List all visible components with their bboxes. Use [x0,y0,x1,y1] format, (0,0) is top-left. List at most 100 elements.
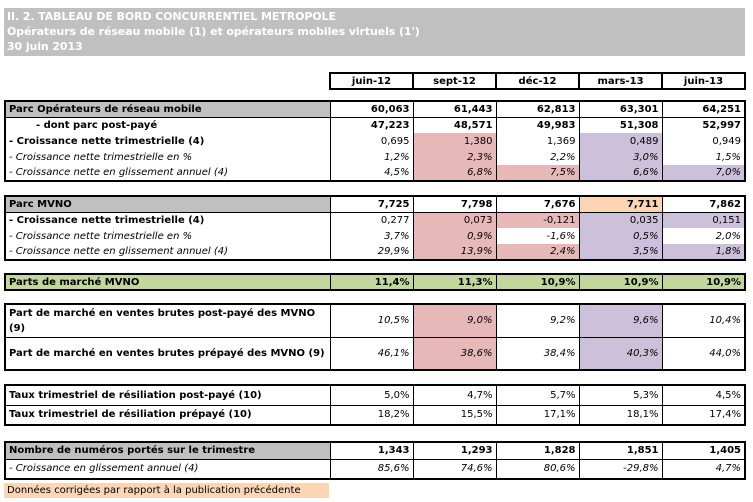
cell: 18,1% [578,404,663,426]
table-row: Parc Opérateurs de réseau mobile 60,063 … [4,100,746,118]
table-row: - Croissance nette en glissement annuel … [4,244,746,260]
column-header: déc-12 [495,72,580,90]
block-market-share: Parts de marché MVNO 11,4% 11,3% 10,9% 1… [4,273,746,291]
row-label: - Croissance nette trimestrielle (4) [4,133,331,149]
row-label: Parts de marché MVNO [4,273,331,291]
cell: 1,828 [495,441,580,460]
row-label: - Croissance nette trimestrielle (4) [4,212,331,228]
cell: 10,9% [661,273,746,291]
cell: 17,4% [661,404,746,426]
cell: 15,5% [412,404,497,426]
row-label: Taux trimestriel de résiliation prépayé … [4,404,331,426]
cell: 60,063 [329,100,414,118]
cell: 1,405 [661,441,746,460]
cell: 1,293 [412,441,497,460]
cell: 5,3% [578,384,663,406]
cell: 52,997 [661,116,746,133]
column-header-row: juin-12 sept-12 déc-12 mars-13 juin-13 [329,72,746,90]
cell: 6,8% [412,165,497,181]
cell: 49,983 [495,116,580,133]
cell: 4,7% [661,458,746,480]
page-title: II. 2. TABLEAU DE BORD CONCURRENTIEL MET… [7,10,336,23]
block-mvno: Parc MVNO 7,725 7,798 7,676 7,711 7,862 … [4,195,746,261]
column-header: juin-13 [661,72,746,90]
cell: 1,5% [661,149,746,165]
column-header-table: juin-12 sept-12 déc-12 mars-13 juin-13 [329,72,746,90]
cell: 63,301 [578,100,663,118]
title-band: II. 2. TABLEAU DE BORD CONCURRENTIEL MET… [4,8,745,56]
cell: 1,8% [661,244,746,260]
table-row: - Croissance nette en glissement annuel … [4,165,746,181]
cell: 7,862 [661,195,746,213]
cell: 1,369 [495,133,580,149]
cell: 1,380 [412,133,497,149]
row-label: Nombre de numéros portés sur le trimestr… [4,441,331,460]
table-row: - Croissance nette trimestrielle (4) 0,6… [4,133,746,149]
cell: 0,489 [578,133,663,149]
cell: 7,676 [495,195,580,213]
cell: 38,6% [412,336,497,371]
row-label: - Croissance nette trimestrielle en % [4,149,331,165]
cell: 4,7% [412,384,497,406]
cell: 51,308 [578,116,663,133]
cell: 0,695 [329,133,414,149]
column-header: sept-12 [412,72,497,90]
cell: 7,0% [661,165,746,181]
cell: 1,851 [578,441,663,460]
row-label: Part de marché en ventes brutes post-pay… [4,303,331,338]
cell: 13,9% [412,244,497,260]
cell: -0,121 [495,212,580,228]
row-label: Taux trimestriel de résiliation post-pay… [4,384,331,406]
column-header: mars-13 [578,72,663,90]
cell: 2,3% [412,149,497,165]
cell: 0,073 [412,212,497,228]
table-row: Taux trimestriel de résiliation post-pay… [4,384,746,406]
cell: 11,4% [329,273,414,291]
cell: 38,4% [495,336,580,371]
row-label: - dont parc post-payé [4,116,331,133]
cell: 61,443 [412,100,497,118]
table-row: Nombre de numéros portés sur le trimestr… [4,441,746,460]
table-row: - Croissance nette trimestrielle en % 3,… [4,228,746,244]
page-date: 30 juin 2013 [7,40,83,53]
row-label: - Croissance en glissement annuel (4) [4,458,331,480]
cell: 7,798 [412,195,497,213]
cell: 1,343 [329,441,414,460]
cell: 17,1% [495,404,580,426]
cell: 7,725 [329,195,414,213]
cell: 48,571 [412,116,497,133]
table-row: Part de marché en ventes brutes prépayé … [4,336,746,371]
cell: 46,1% [329,336,414,371]
table-row: - Croissance nette trimestrielle (4) 0,2… [4,212,746,228]
cell: 5,0% [329,384,414,406]
row-label: - Croissance nette en glissement annuel … [4,244,331,260]
cell: -29,8% [578,458,663,480]
cell: 4,5% [329,165,414,181]
cell: 10,5% [329,303,414,338]
cell: 2,4% [495,244,580,260]
row-label: Parc MVNO [4,195,331,213]
cell: 40,3% [578,336,663,371]
cell: 0,949 [661,133,746,149]
footnote-corrected-data: Données corrigées par rapport à la publi… [4,483,329,498]
cell: 85,6% [329,458,414,480]
page-subtitle: Opérateurs de réseau mobile (1) et opéra… [7,25,420,38]
cell: 9,6% [578,303,663,338]
cell: 0,035 [578,212,663,228]
cell: 9,0% [412,303,497,338]
cell: 0,277 [329,212,414,228]
column-header: juin-12 [329,72,414,90]
table-row: - Croissance en glissement annuel (4) 85… [4,458,746,480]
cell: 4,5% [661,384,746,406]
cell: 64,251 [661,100,746,118]
cell-corrected: 7,711 [578,195,663,213]
table-row: Part de marché en ventes brutes post-pay… [4,303,746,338]
row-label: - Croissance nette trimestrielle en % [4,228,331,244]
cell: -1,6% [495,228,580,244]
cell: 6,6% [578,165,663,181]
cell: 62,813 [495,100,580,118]
table-row: - Croissance nette trimestrielle en % 1,… [4,149,746,165]
cell: 7,5% [495,165,580,181]
cell: 2,2% [495,149,580,165]
cell: 1,2% [329,149,414,165]
